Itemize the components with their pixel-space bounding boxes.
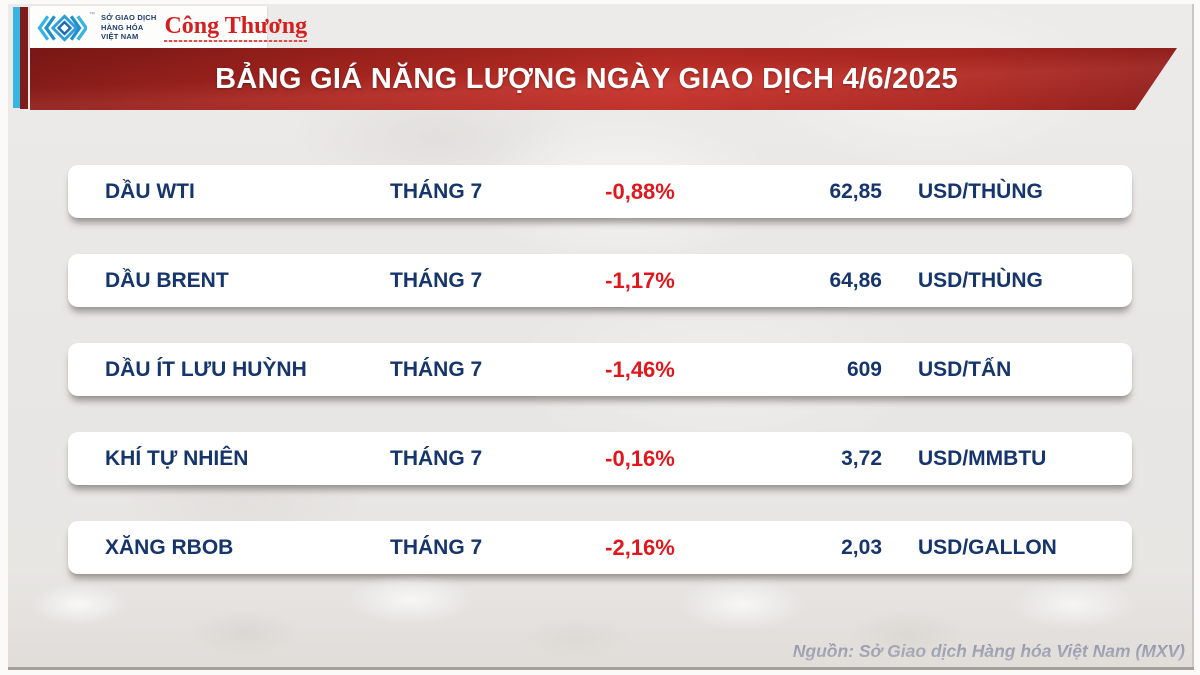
source-note: Nguồn: Sở Giao dịch Hàng hóa Việt Nam (M…	[792, 641, 1185, 661]
title-banner: BẢNG GIÁ NĂNG LƯỢNG NGÀY GIAO DỊCH 4/6/2…	[30, 48, 1177, 110]
mxv-text-line2: HÀNG HÓA	[101, 22, 144, 32]
trademark-symbol: ™	[89, 12, 95, 18]
cong-thuong-wordmark: Công Thương	[164, 12, 308, 39]
commodity-name: DẦU WTI	[105, 179, 195, 203]
price-value: 64,86	[829, 268, 882, 292]
price-unit: USD/THÙNG	[918, 268, 1043, 292]
percent-change: -1,46%	[605, 356, 675, 382]
mxv-logo-text: SỞ GIAO DỊCH HÀNG HÓA VIỆT NAM	[101, 13, 156, 42]
price-value: 2,03	[841, 535, 882, 559]
table-row: XĂNG RBOB THÁNG 7 -2,16% 2,03 USD/GALLON	[68, 521, 1132, 574]
table-row: KHÍ TỰ NHIÊN THÁNG 7 -0,16% 3,72 USD/MMB…	[68, 432, 1132, 485]
contract-month: THÁNG 7	[390, 357, 483, 381]
table-row: DẦU ÍT LƯU HUỲNH THÁNG 7 -1,46% 609 USD/…	[68, 343, 1132, 396]
price-unit: USD/MMBTU	[918, 446, 1047, 470]
table-row: DẦU WTI THÁNG 7 -0,88% 62,85 USD/THÙNG	[68, 165, 1132, 218]
percent-change: -0,88%	[605, 178, 675, 204]
price-value: 3,72	[841, 446, 882, 470]
left-maroon-stripe	[20, 7, 28, 109]
contract-month: THÁNG 7	[390, 446, 483, 470]
contract-month: THÁNG 7	[390, 268, 483, 292]
price-value: 62,85	[829, 179, 882, 203]
mxv-logo-icon	[37, 13, 87, 42]
cong-thuong-logo: Công Thương	[164, 12, 308, 42]
commodity-name: KHÍ TỰ NHIÊN	[105, 446, 249, 470]
brand-logo-box: ™ SỞ GIAO DỊCH HÀNG HÓA VIỆT NAM Công Th…	[30, 6, 308, 49]
contract-month: THÁNG 7	[390, 535, 483, 559]
infographic-card: ™ SỞ GIAO DỊCH HÀNG HÓA VIỆT NAM Công Th…	[8, 4, 1194, 667]
mxv-text-line3: VIỆT NAM	[101, 32, 139, 42]
price-unit: USD/TẤN	[918, 357, 1012, 381]
commodity-name: XĂNG RBOB	[105, 535, 234, 559]
commodity-name: DẦU BRENT	[105, 268, 229, 292]
commodity-name: DẦU ÍT LƯU HUỲNH	[105, 357, 307, 381]
mxv-text-line1: SỞ GIAO DỊCH	[101, 12, 157, 22]
price-unit: USD/GALLON	[918, 535, 1057, 559]
percent-change: -2,16%	[605, 534, 675, 560]
price-unit: USD/THÙNG	[918, 179, 1043, 203]
page-title: BẢNG GIÁ NĂNG LƯỢNG NGÀY GIAO DỊCH 4/6/2…	[215, 62, 958, 95]
contract-month: THÁNG 7	[390, 179, 483, 203]
table-row: DẦU BRENT THÁNG 7 -1,17% 64,86 USD/THÙNG	[68, 254, 1132, 307]
price-value: 609	[846, 357, 882, 381]
left-cyan-stripe	[13, 7, 20, 108]
percent-change: -1,17%	[605, 267, 675, 293]
percent-change: -0,16%	[605, 445, 675, 471]
cong-thuong-tagline	[164, 39, 308, 42]
price-table: DẦU WTI THÁNG 7 -0,88% 62,85 USD/THÙNG D…	[68, 165, 1132, 610]
